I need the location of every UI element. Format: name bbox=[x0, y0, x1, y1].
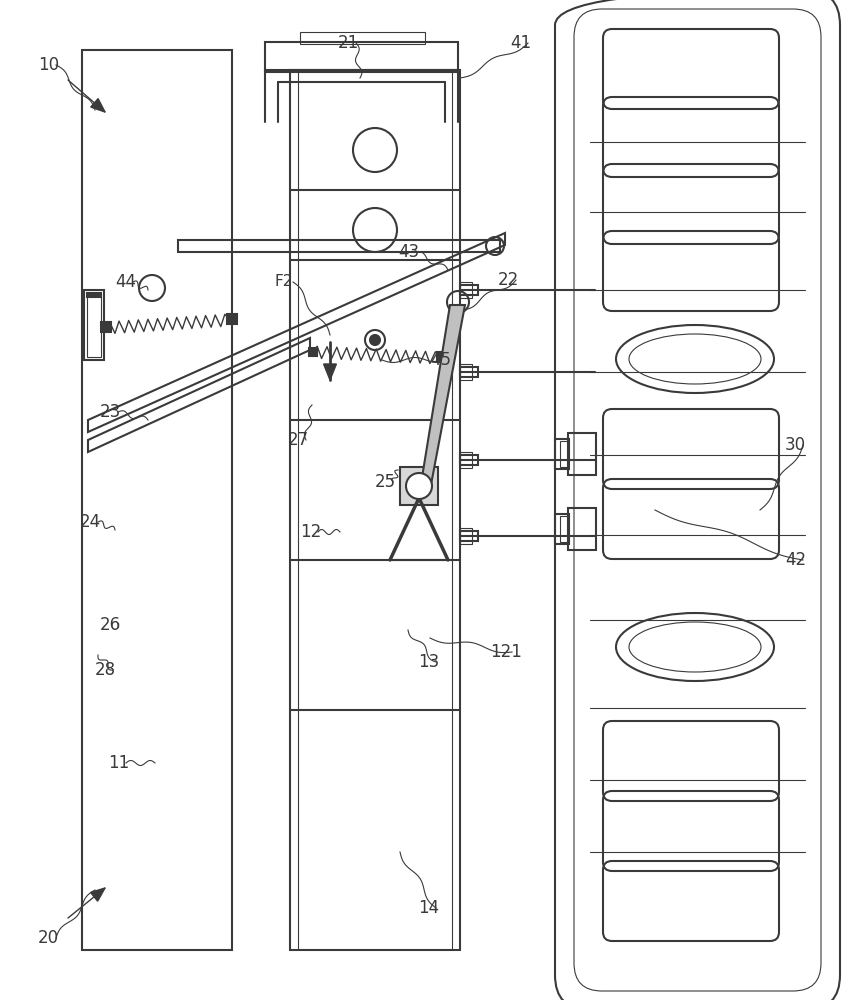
Bar bbox=[560, 441, 568, 467]
Bar bbox=[460, 282, 472, 298]
Bar bbox=[265, 42, 458, 72]
Bar bbox=[555, 439, 569, 469]
Text: 13: 13 bbox=[418, 653, 439, 671]
Bar bbox=[309, 348, 317, 356]
Circle shape bbox=[370, 335, 380, 345]
Text: 44: 44 bbox=[115, 273, 136, 291]
Bar bbox=[560, 516, 568, 542]
Bar bbox=[568, 433, 596, 475]
Text: 42: 42 bbox=[785, 551, 806, 569]
Bar bbox=[87, 293, 101, 357]
Bar bbox=[227, 314, 237, 324]
Bar bbox=[400, 467, 438, 505]
Bar bbox=[555, 514, 569, 544]
Text: 20: 20 bbox=[38, 929, 59, 947]
Polygon shape bbox=[90, 888, 105, 901]
Text: 45: 45 bbox=[430, 351, 451, 369]
Bar bbox=[101, 322, 111, 332]
Bar bbox=[460, 531, 478, 541]
Text: 43: 43 bbox=[398, 243, 419, 261]
Bar bbox=[460, 455, 478, 465]
Text: 121: 121 bbox=[490, 643, 522, 661]
Text: 27: 27 bbox=[288, 431, 309, 449]
Circle shape bbox=[406, 473, 432, 499]
Bar bbox=[460, 364, 472, 380]
Text: F2: F2 bbox=[275, 274, 293, 290]
Text: 21: 21 bbox=[338, 34, 359, 52]
Bar bbox=[87, 293, 101, 297]
Text: 30: 30 bbox=[785, 436, 806, 454]
Text: 23: 23 bbox=[100, 403, 121, 421]
Text: 28: 28 bbox=[95, 661, 116, 679]
Polygon shape bbox=[420, 305, 465, 490]
Bar bbox=[460, 285, 478, 295]
Bar bbox=[290, 70, 460, 950]
Bar bbox=[437, 352, 447, 362]
Bar bbox=[460, 528, 472, 544]
Bar bbox=[82, 50, 232, 950]
Text: 11: 11 bbox=[108, 754, 129, 772]
Text: 22: 22 bbox=[498, 271, 519, 289]
Bar bbox=[84, 290, 104, 360]
Text: 25: 25 bbox=[375, 473, 396, 491]
Text: 41: 41 bbox=[510, 34, 531, 52]
Polygon shape bbox=[324, 364, 336, 380]
Text: 26: 26 bbox=[100, 616, 121, 634]
Bar bbox=[300, 32, 425, 44]
Bar bbox=[460, 367, 478, 377]
Text: 12: 12 bbox=[300, 523, 321, 541]
Text: 24: 24 bbox=[80, 513, 101, 531]
Text: 14: 14 bbox=[418, 899, 439, 917]
Text: 10: 10 bbox=[38, 56, 59, 74]
Bar bbox=[568, 508, 596, 550]
Polygon shape bbox=[91, 99, 105, 112]
Bar bbox=[460, 452, 472, 468]
